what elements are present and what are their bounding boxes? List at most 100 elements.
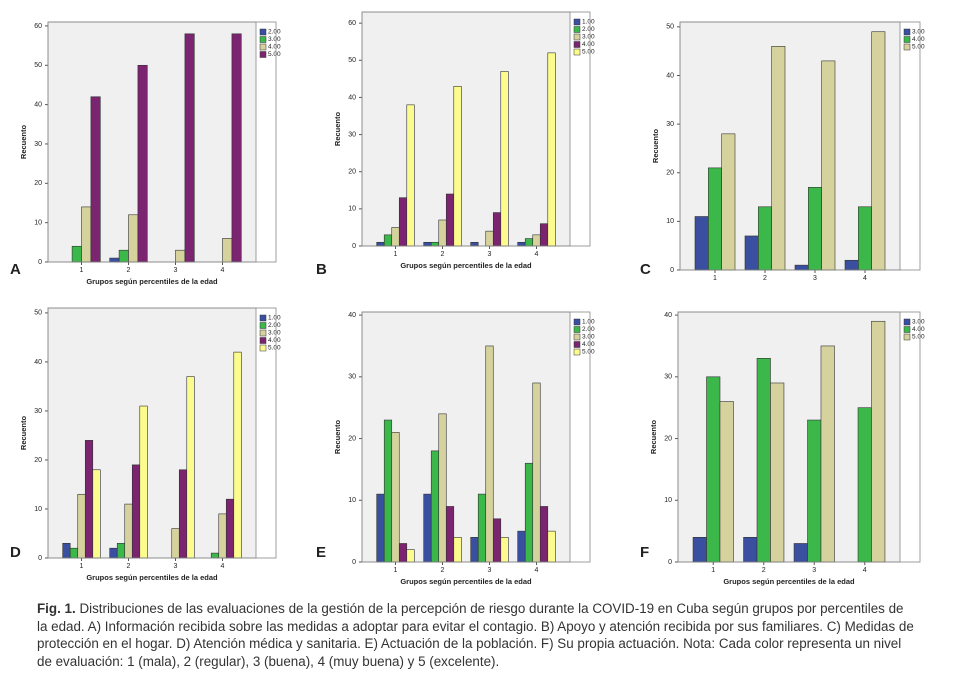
y-axis-label: Recuento (19, 415, 28, 450)
x-axis-label: Grupos según percentiles de la edad (86, 277, 218, 286)
x-tick-label: 3 (488, 251, 492, 258)
y-tick-label: 0 (352, 559, 356, 566)
bar (62, 542, 71, 559)
bar (547, 52, 556, 247)
bar (116, 542, 126, 559)
x-tick-label: 1 (394, 251, 398, 258)
bar (139, 405, 148, 559)
y-tick-label: 10 (348, 497, 356, 504)
bar (81, 206, 92, 263)
bar (186, 376, 195, 559)
y-tick-label: 60 (34, 23, 42, 30)
bar (524, 462, 534, 563)
bar (430, 241, 440, 247)
x-tick-label: 1 (713, 275, 717, 282)
legend-label: 2.00 (268, 322, 281, 329)
panel-letter: F (640, 544, 649, 561)
x-axis-label: Grupos según percentiles de la edad (723, 577, 855, 586)
x-tick-label: 4 (863, 275, 867, 282)
plot-area (47, 21, 257, 263)
bar (692, 537, 707, 563)
legend-swatch (903, 333, 911, 341)
bar (406, 549, 415, 563)
bar (109, 257, 120, 263)
legend-swatch (573, 41, 581, 48)
legend-swatch (259, 337, 267, 344)
legend-label: 3.00 (912, 29, 925, 36)
plot-area (361, 11, 571, 247)
y-tick-label: 0 (38, 259, 42, 266)
x-tick-label: 1 (711, 567, 715, 574)
legend-swatch (259, 314, 267, 322)
bar (477, 493, 487, 563)
x-tick-label: 1 (80, 267, 84, 274)
bar (225, 498, 235, 559)
panel-frame (361, 11, 591, 247)
legend-label: 5.00 (582, 349, 595, 356)
bar (398, 197, 408, 247)
y-tick-label: 50 (348, 57, 356, 64)
bar (500, 537, 509, 563)
y-tick-label: 0 (38, 555, 42, 562)
legend-label: 1.00 (582, 319, 595, 326)
bar (445, 506, 455, 563)
y-tick-label: 20 (348, 435, 356, 442)
y-tick-label: 10 (348, 206, 356, 213)
legend-label: 3.00 (582, 34, 595, 41)
bar (430, 450, 440, 563)
bar (485, 345, 494, 563)
x-axis-label: Grupos según percentiles de la edad (400, 261, 532, 270)
y-tick-label: 10 (34, 219, 42, 226)
bar (771, 46, 786, 271)
legend-label: 4.00 (268, 337, 281, 344)
bar (532, 382, 541, 563)
panel-letter: D (10, 544, 21, 561)
legend-label: 4.00 (582, 41, 595, 48)
bar (71, 245, 82, 263)
x-tick-label: 2 (127, 563, 131, 570)
bar (539, 506, 549, 563)
legend-swatch (573, 341, 581, 348)
bar (391, 432, 400, 563)
panel-letter: A (10, 261, 21, 278)
y-tick-label: 20 (666, 170, 674, 177)
y-tick-label: 20 (34, 180, 42, 187)
x-tick-label: 4 (221, 563, 225, 570)
y-tick-label: 0 (352, 243, 356, 250)
bar (807, 419, 822, 563)
bar (793, 543, 808, 563)
legend-swatch (259, 322, 267, 329)
bar (517, 241, 526, 247)
legend-label: 1.00 (268, 315, 281, 322)
y-tick-label: 10 (666, 218, 674, 225)
legend-label: 2.00 (582, 326, 595, 333)
bar (383, 234, 393, 247)
y-tick-label: 30 (348, 131, 356, 138)
bar (708, 167, 722, 271)
x-tick-label: 1 (80, 563, 84, 570)
legend-swatch (259, 329, 267, 337)
y-tick-label: 30 (34, 141, 42, 148)
bar (210, 552, 220, 559)
x-tick-label: 2 (441, 251, 445, 258)
y-axis-label: Recuento (19, 124, 28, 159)
panel-frame (47, 21, 277, 263)
y-tick-label: 40 (34, 359, 42, 366)
x-tick-label: 4 (221, 267, 225, 274)
bar (84, 440, 94, 559)
bar (128, 214, 139, 263)
y-tick-label: 20 (348, 169, 356, 176)
x-tick-label: 1 (394, 567, 398, 574)
bar (532, 234, 541, 247)
legend-label: 4.00 (912, 326, 925, 333)
bar (77, 493, 86, 559)
x-tick-label: 3 (174, 563, 178, 570)
bar (758, 206, 772, 271)
legend-swatch (903, 28, 911, 36)
x-tick-label: 4 (535, 251, 539, 258)
bar (423, 493, 432, 563)
bar (175, 249, 186, 263)
bar (485, 230, 494, 247)
legend-swatch (573, 18, 581, 26)
bar (222, 238, 233, 263)
